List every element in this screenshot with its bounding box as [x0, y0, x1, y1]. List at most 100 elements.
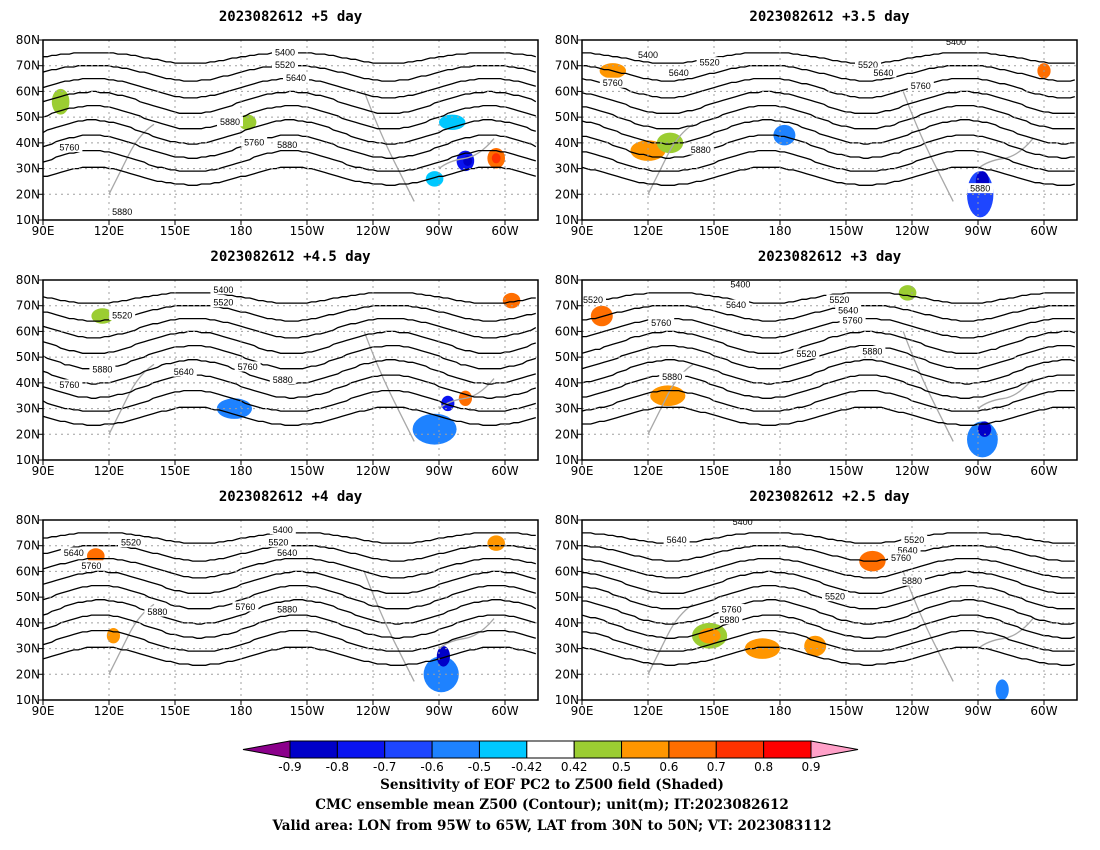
y-tick-label: 50N [16, 110, 40, 124]
contour-label-bg [265, 537, 292, 548]
colorbar-tick-label: 0.8 [754, 760, 773, 774]
contour-label-bg [716, 614, 743, 625]
contour-line [582, 344, 1075, 370]
contour-label-bg [272, 46, 298, 57]
contour-label-bg [283, 72, 309, 83]
contour-label-bg [663, 534, 690, 545]
contour-line [43, 557, 536, 579]
y-tick-label: 60N [555, 324, 579, 338]
panel-frame [581, 39, 1078, 221]
contour-line [43, 119, 536, 145]
contour-line [43, 292, 536, 304]
contour-label-bg [855, 59, 881, 70]
colorbar-tick-label: 0.5 [612, 760, 631, 774]
colorbar-tick-label: -0.7 [373, 760, 396, 774]
contour-line [43, 104, 536, 130]
contour-label-bg [170, 366, 197, 377]
x-tick-label: 60W [1030, 224, 1057, 238]
caption-line-3: Valid area: LON from 95W to 65W, LAT fro… [272, 818, 832, 834]
colorbar-box [336, 740, 386, 759]
y-tick-label: 70N [555, 59, 579, 73]
y-tick-label: 30N [555, 642, 579, 656]
y-tick-label: 70N [16, 299, 40, 313]
contour-line [582, 570, 1075, 594]
contour-label-bg [118, 537, 144, 548]
x-tick-label: 120E [633, 224, 664, 238]
y-tick-label: 50N [555, 350, 579, 364]
contour-label: 5880 [147, 607, 167, 617]
shade-blob [412, 413, 457, 445]
contour-label-bg [859, 346, 886, 356]
contour-label-bg [274, 604, 301, 614]
x-tick-label: 120W [356, 224, 391, 238]
shade-blob [656, 132, 684, 154]
contour-line [43, 646, 536, 666]
contour-label: 5880 [277, 605, 297, 615]
contour-label: 5400 [946, 37, 966, 47]
contour-label: 5880 [220, 117, 240, 127]
contour-label: 5640 [669, 68, 689, 78]
x-tick-label: 180 [769, 704, 792, 718]
y-tick-label: 20N [16, 187, 40, 201]
panel-frame [42, 519, 539, 701]
contour-label: 5760 [843, 316, 863, 326]
panel-frame [42, 279, 539, 461]
contour-label: 5520 [858, 60, 878, 70]
contour-label-bg [665, 67, 692, 78]
contour-line [582, 166, 1075, 186]
contour-label: 5640 [838, 305, 858, 315]
contour-label: 5520 [700, 58, 720, 68]
colorbar-box [763, 740, 812, 759]
y-tick-label: 70N [555, 299, 579, 313]
contour-line [582, 134, 1075, 159]
contour-label: 5760 [911, 81, 931, 91]
contour-label: 5880 [112, 207, 132, 217]
contour-label: 5760 [81, 561, 101, 571]
contour-line [582, 629, 1075, 652]
contour-line [582, 614, 1075, 639]
contour-label: 5880 [902, 576, 922, 586]
y-tick-label: 80N [555, 273, 579, 287]
contour-line [43, 330, 536, 354]
x-tick-label: 60W [491, 224, 518, 238]
x-tick-label: 120W [895, 464, 930, 478]
contour-line [582, 646, 1075, 666]
coastline [977, 378, 1034, 410]
panel-title: 2023082612 +3 day [758, 249, 902, 265]
x-tick-label: 120E [94, 464, 125, 478]
x-tick-label: 150W [290, 464, 325, 478]
colorbar-box [715, 740, 765, 759]
contour-label-bg [793, 348, 820, 359]
contour-label: 5760 [238, 362, 258, 372]
x-tick-label: 120E [94, 224, 125, 238]
contour-label: 5520 [121, 538, 141, 548]
contour-label: 5880 [862, 347, 882, 357]
x-tick-label: 90E [32, 224, 55, 238]
y-tick-label: 30N [16, 162, 40, 176]
coastline [108, 123, 155, 195]
x-tick-label: 90W [964, 704, 991, 718]
colorbar-box [478, 740, 528, 759]
shade-blob [87, 548, 105, 564]
shade-blob [502, 292, 521, 309]
contour-line [43, 166, 536, 186]
x-tick-label: 150W [829, 224, 864, 238]
y-tick-label: 40N [555, 136, 579, 150]
panel-title: 2023082612 +3.5 day [749, 9, 910, 25]
contour-label-bg [727, 280, 754, 290]
contour-label: 5520 [829, 295, 849, 305]
colorbar-box [289, 740, 338, 759]
x-tick-label: 150E [160, 704, 191, 718]
y-tick-label: 20N [555, 427, 579, 441]
shade-blob [995, 679, 1009, 700]
contour-line [582, 119, 1075, 145]
contour-label-bg [210, 297, 237, 308]
contour-line [582, 599, 1075, 625]
contour-line [43, 584, 536, 610]
x-tick-label: 150E [699, 704, 730, 718]
contour-label-bg [56, 142, 83, 152]
contour-label-bg [718, 604, 745, 614]
contour-label: 5760 [59, 143, 79, 153]
